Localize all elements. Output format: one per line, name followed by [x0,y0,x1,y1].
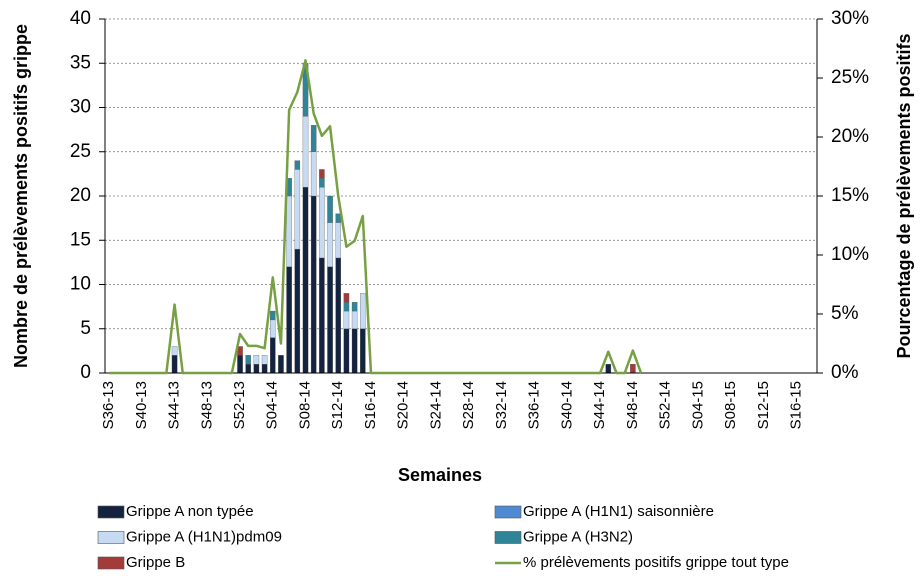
x-tick-label: S24-14 [427,381,444,429]
x-tick-label: S40-14 [558,381,575,429]
bar-segment [171,355,178,374]
legend-swatch [97,505,125,519]
bar-segment [327,266,333,374]
bar-segment [335,257,341,374]
y-tick-label: 0 [80,362,91,383]
y-tick-label: 10 [70,274,91,295]
bar-segment [171,346,178,356]
x-tick-label: S52-14 [657,381,674,429]
bar-segment [360,293,366,329]
bar-segment [245,363,251,374]
x-tick-label: S40-13 [133,381,150,429]
bar-segment [335,222,341,259]
legend-label: Grippe B [126,554,185,571]
x-tick-label: S08-14 [296,381,313,429]
y2-tick-label: 10% [831,244,869,265]
legend-label: % prélèvements positifs grippe tout type [523,554,789,571]
y-tick-label: 15 [70,229,91,250]
bar-segment [286,266,292,374]
bar-segment [351,328,358,374]
bar-segment [351,310,358,329]
bar-segment [237,355,243,374]
legend-swatch [494,531,522,544]
y2-tick-label: 0% [831,362,859,383]
x-tick-label: S48-13 [198,381,215,429]
bar-segment [310,195,317,374]
legend-label: Grippe A (H1N1) saisonnière [523,503,714,520]
bar-segment [327,195,333,223]
bar-segment [253,355,260,365]
y-axis-title: Nombre de prélèvements positifs grippe [11,24,31,368]
x-tick-label: S12-15 [755,381,772,429]
line [109,59,643,375]
y-tick-label: 40 [70,8,91,29]
y-tick-label: 20 [70,185,91,206]
bar-segment [245,355,251,365]
x-tick-label: S48-14 [624,381,641,429]
bar-segment [327,222,333,267]
bar-segment [630,363,636,374]
bar-segment [302,186,309,374]
bar-segment [319,186,325,259]
x-tick-label: S04-15 [689,381,706,429]
y-tick-label: 5 [80,318,91,339]
bar-segment [286,195,292,267]
x-tick-label: S12-14 [329,381,346,429]
y2-tick-label: 15% [831,185,869,206]
y-tick-label: 35 [70,52,91,73]
bar-segment [261,363,268,374]
x-tick-label: S44-14 [591,381,608,429]
legend-label: Grippe A (H1N1)pdm09 [126,528,282,545]
legend-label: Grippe A non typée [126,503,254,520]
bar-segment [294,169,301,250]
x-tick-label: S36-13 [100,381,117,429]
x-axis-title: Semaines [398,465,482,485]
y2-tick-label: 20% [831,126,869,147]
y2-tick-label: 5% [831,303,859,324]
legend-swatch [97,531,125,544]
legend-swatch [494,505,522,519]
bar-segment [343,310,350,329]
bar-segment [270,310,276,321]
x-tick-label: S04-14 [264,381,281,429]
x-tick-label: S36-14 [526,381,543,429]
x-tick-label: S44-13 [166,381,183,429]
bar-segment [351,302,358,312]
bar-segment [343,328,350,374]
bar-segment [319,178,325,188]
bar-segment [343,293,350,303]
bar-segment [360,328,366,374]
y2-axis-title: Pourcentage de prélèvements positifs [894,33,914,358]
bar-segment [319,257,325,374]
y2-tick-label: 25% [831,67,869,88]
bar-segment [253,363,260,374]
bar-segment [310,151,317,197]
x-tick-label: S32-14 [493,381,510,429]
x-tick-label: S08-15 [722,381,739,429]
bar-segment [310,125,317,152]
y-tick-label: 30 [70,97,91,118]
legend-swatch [97,556,125,570]
y2-tick-label: 30% [831,8,869,29]
bar-segment [343,302,350,312]
bar-segment [319,169,325,179]
x-tick-label: S20-14 [395,381,412,429]
x-tick-label: S28-14 [460,381,477,429]
bar-segment [605,363,612,374]
bar-segment [270,319,276,338]
bar-segment [302,116,309,188]
legend-label: Grippe A (H3N2) [523,528,633,545]
bar-segment [261,355,268,365]
x-tick-label: S52-13 [231,381,248,429]
bar-segment [278,355,284,374]
x-tick-label: S16-15 [788,381,805,429]
y-tick-label: 25 [70,141,91,162]
bar-segment [270,337,276,374]
x-tick-label: S16-14 [362,381,379,429]
bar-segment [294,248,301,374]
bar-segment [294,160,301,170]
